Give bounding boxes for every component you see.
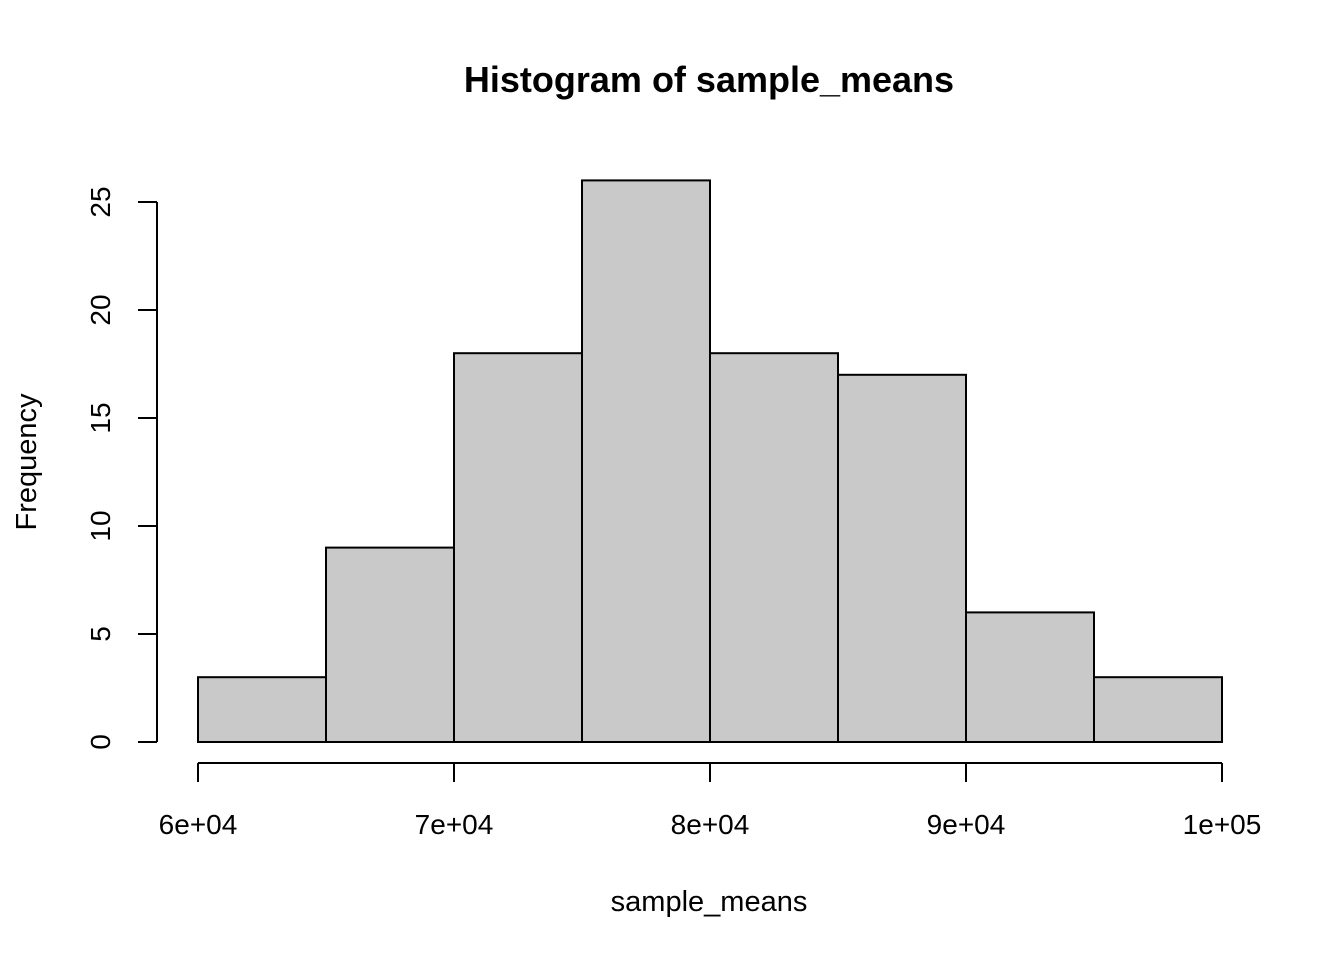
histogram-bar-7 [965, 611, 1095, 744]
histogram-bar-1 [197, 676, 327, 744]
y-tick-label: 20 [85, 294, 116, 325]
y-tick-label: 5 [85, 626, 116, 642]
y-tick-label: 10 [85, 510, 116, 541]
y-tick-label: 15 [85, 402, 116, 433]
x-tick-label: 9e+04 [927, 809, 1006, 840]
y-axis-label: Frequency [11, 393, 43, 531]
y-axis: 0 5 10 15 20 25 [85, 186, 157, 750]
x-tick-label: 1e+05 [1183, 809, 1262, 840]
x-axis: 6e+04 7e+04 8e+04 9e+04 1e+05 [159, 763, 1262, 840]
histogram-bar-8 [1093, 676, 1223, 744]
histogram-bar-3 [453, 352, 583, 743]
x-tick-label: 8e+04 [671, 809, 750, 840]
y-tick-label: 0 [85, 734, 116, 750]
histogram-bar-6 [837, 373, 967, 743]
chart-title: Histogram of sample_means [464, 59, 954, 100]
x-axis-label: sample_means [611, 886, 808, 918]
x-tick-label: 6e+04 [159, 809, 238, 840]
bars-group [197, 179, 1223, 744]
y-tick-label: 25 [85, 186, 116, 217]
histogram-bar-4 [581, 179, 711, 743]
histogram-bar-2 [325, 546, 455, 743]
x-tick-label: 7e+04 [415, 809, 494, 840]
histogram-bar-5 [709, 352, 839, 743]
